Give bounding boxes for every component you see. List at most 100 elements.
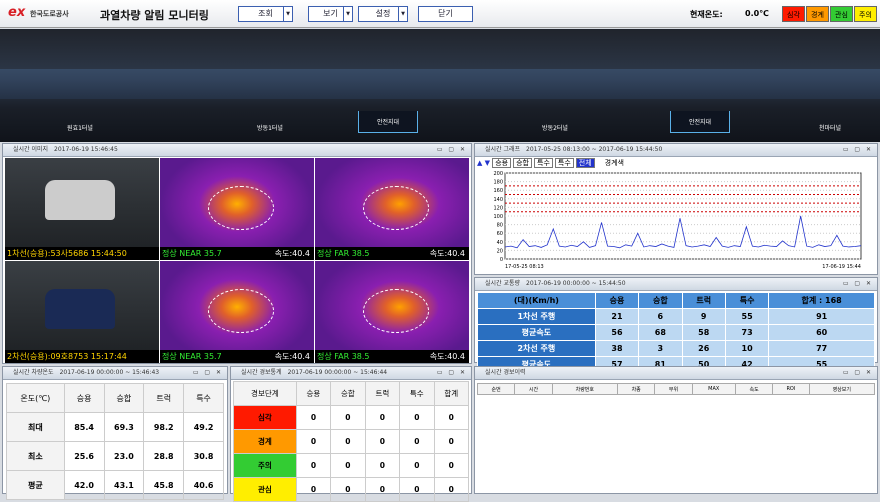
row-label: 관심 bbox=[233, 477, 297, 502]
dropdown-arrow[interactable]: ▼ bbox=[398, 7, 407, 21]
road-band bbox=[0, 69, 880, 99]
header-cell: 승합 bbox=[638, 292, 683, 309]
graph-panel: 실시간 그래프 2017-05-25 08:13:00 ~ 2017-06-19 … bbox=[474, 143, 878, 275]
window-buttons: ▭ ▢ ✕ bbox=[436, 369, 467, 376]
cell: 60 bbox=[768, 324, 875, 341]
cell: 49.2 bbox=[183, 412, 224, 442]
y-tick-label: 160 bbox=[493, 188, 503, 194]
graph-tab[interactable]: 승합 bbox=[513, 158, 532, 168]
speed-caption: 속도:40.4 bbox=[429, 352, 465, 361]
tunnel-label: 안전지대 bbox=[688, 119, 712, 126]
graph: 0 20 40 60 80 100 120 140 160 180 200 17-05-25 08:1… bbox=[493, 171, 862, 270]
header-row: (대)(Km/h) 승용 승합 트럭 특수 합계 : 168 bbox=[477, 292, 875, 309]
row-label: 1차선 주행 bbox=[477, 308, 596, 325]
history-table: 순번 시간 차량번호 차종 부위 MAX 속도 ROI 영상보기 bbox=[476, 383, 876, 395]
camera-image: 1차선(승용):53사5686 15:44:50 bbox=[5, 158, 159, 260]
cell: 58 bbox=[681, 324, 726, 341]
temperature-panel: 실시간 차량온도 2017-06-19 00:00:00 ~ 15:46:43 ▭ … bbox=[2, 366, 228, 500]
cell: 91 bbox=[768, 308, 875, 325]
cell: 25.6 bbox=[63, 441, 105, 471]
header-cell: MAX bbox=[691, 383, 736, 395]
menu-button[interactable]: 보기 ▼ bbox=[308, 6, 353, 22]
temp-caption: 정상 FAR 38.5 bbox=[317, 352, 370, 361]
window-buttons: ▭ ▢ ✕ bbox=[436, 146, 467, 153]
panel-header: 실시간 경보통계 2017-06-19 00:00:00 ~ 15:46:44 ▭ … bbox=[231, 367, 471, 380]
button-label[interactable]: 설정 bbox=[375, 9, 391, 18]
dropdown-arrow[interactable]: ▼ bbox=[343, 7, 352, 21]
cell: 56 bbox=[594, 324, 640, 341]
header-row: 온도(℃) 승용 승합 트럭 특수 bbox=[6, 383, 224, 413]
table-row: 2차선 주행 38 3 26 10 77 bbox=[477, 340, 875, 357]
cell: 0 bbox=[330, 429, 366, 454]
button-label[interactable]: 보기 bbox=[323, 9, 338, 18]
cell: 43.1 bbox=[103, 470, 145, 500]
row-label: 최소 bbox=[6, 441, 65, 471]
speed-caption: 속도:40.4 bbox=[429, 249, 465, 258]
header-cell: 특수 bbox=[724, 292, 770, 309]
y-tick-label: 60 bbox=[497, 231, 503, 237]
row-label: 경계 bbox=[233, 429, 297, 454]
caption-bar: 정상 FAR 38.5 속도:40.4 bbox=[315, 247, 469, 260]
panel-header: 실시간 그래프 2017-05-25 08:13:00 ~ 2017-06-19 … bbox=[475, 144, 877, 157]
header-row: 순번 시간 차량번호 차종 부위 MAX 속도 ROI 영상보기 bbox=[476, 383, 876, 395]
traffic-panel: 실시간 교통량 2017-06-19 00:00:00 ~ 15:44:50 ▭ ▢… bbox=[474, 277, 878, 373]
cell: 0 bbox=[364, 477, 401, 502]
nav-arrows[interactable]: ▲ ▼ bbox=[477, 159, 493, 167]
panel-title: 실시간 교통량 bbox=[485, 280, 521, 287]
header-cell: 속도 bbox=[734, 383, 774, 395]
alarm-panel: 실시간 경보통계 2017-06-19 00:00:00 ~ 15:46:44 ▭ … bbox=[230, 366, 472, 502]
panel-title: 실시간 이미지 bbox=[13, 146, 49, 153]
logo-mark: ex bbox=[8, 5, 26, 20]
row-label: 2차선 주행 bbox=[477, 340, 596, 357]
table-row: 심각 0 0 0 0 0 bbox=[233, 405, 470, 430]
logo: 한국도로공사 bbox=[30, 10, 69, 18]
header-cell: 온도(℃) bbox=[6, 383, 65, 413]
roi-outline bbox=[208, 289, 274, 333]
y-tick-label: 20 bbox=[497, 248, 503, 254]
cell: 23.0 bbox=[103, 441, 145, 471]
y-tick-label: 200 bbox=[493, 171, 503, 177]
panel-header: 실시간 교통량 2017-06-19 00:00:00 ~ 15:44:50 ▭ ▢… bbox=[475, 278, 877, 291]
table-row: 최대 85.4 69.3 98.2 49.2 bbox=[6, 412, 224, 442]
header-cell: 경보단계 bbox=[233, 381, 297, 406]
graph-tab[interactable]: 전체 bbox=[575, 158, 595, 168]
panel-title: 실시간 그래프 bbox=[485, 146, 521, 153]
cell: 0 bbox=[330, 405, 366, 430]
y-tick-label: 0 bbox=[500, 257, 503, 263]
panel-header: 실시간 경보이력 ▭ ▢ ✕ bbox=[475, 367, 877, 380]
cell: 30.8 bbox=[183, 441, 224, 471]
panel-title: 실시간 차량온도 bbox=[13, 369, 54, 376]
button-label[interactable]: 조회 bbox=[258, 9, 273, 18]
menu-button[interactable]: 닫기 bbox=[418, 6, 473, 22]
table-row: 평균 42.0 43.1 45.8 40.6 bbox=[6, 470, 224, 500]
cell: 77 bbox=[768, 340, 875, 357]
header-cell: 특수 bbox=[183, 383, 224, 413]
x-end-label: 17-06-19 15:44 bbox=[822, 264, 861, 270]
table-row: 관심 0 0 0 0 0 bbox=[233, 477, 470, 502]
cell: 0 bbox=[399, 429, 435, 454]
cell: 21 bbox=[594, 308, 640, 325]
table-row: 1차선 주행 21 6 9 55 91 bbox=[477, 308, 875, 325]
menu-button[interactable]: 조회 ▼ bbox=[238, 6, 293, 22]
header-cell: 트럭 bbox=[681, 292, 726, 309]
speed-caption: 속도:40.4 bbox=[274, 249, 310, 258]
temp-caption: 정상 NEAR 35.7 bbox=[162, 249, 222, 258]
header-cell: 승용 bbox=[63, 383, 105, 413]
header-cell: 승합 bbox=[330, 381, 366, 406]
button-label[interactable]: 닫기 bbox=[438, 9, 453, 18]
graph-tab[interactable]: 승용 bbox=[492, 158, 512, 168]
dropdown-arrow[interactable]: ▼ bbox=[283, 7, 292, 21]
window-buttons: ▭ ▢ ✕ bbox=[842, 280, 873, 287]
window-buttons: ▭ ▢ ✕ bbox=[192, 369, 223, 376]
panel-title: 실시간 경보통계 bbox=[241, 369, 282, 376]
cell: 0 bbox=[364, 405, 401, 430]
temp-value: 0.0℃ bbox=[745, 9, 769, 18]
camera-image: 정상 NEAR 35.7 속도:40.4 bbox=[160, 261, 314, 363]
header-cell: 부위 bbox=[654, 383, 693, 395]
graph-tab[interactable]: 특수 bbox=[554, 158, 574, 168]
menu-button[interactable]: 설정 ▼ bbox=[358, 6, 408, 22]
table-row: 평균속도 56 68 58 73 60 bbox=[477, 324, 875, 341]
tunnel-banner: 원효1터널 방동1터널 안전지대 방동2터널 안전지대 천마터널 bbox=[0, 29, 880, 142]
graph-tab[interactable]: 특수 bbox=[534, 158, 553, 168]
cell: 69.3 bbox=[103, 412, 145, 442]
